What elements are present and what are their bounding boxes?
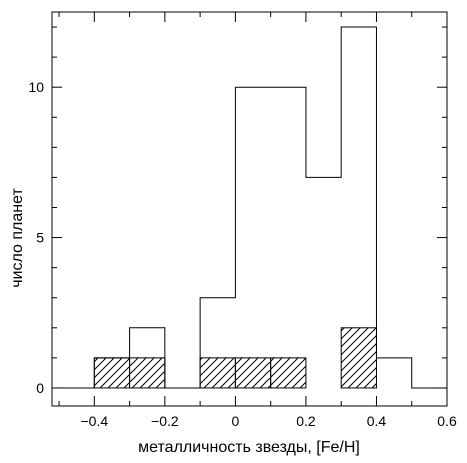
y-tick-label: 5: [36, 230, 44, 246]
x-axis-label: металличность звезды, [Fe/H]: [138, 439, 360, 456]
x-tick-label: 0.2: [296, 413, 316, 429]
x-tick-label: −0.2: [151, 413, 179, 429]
hatched-bar: [340, 327, 377, 389]
axis-ticks: [52, 12, 448, 406]
plot-frame: [51, 11, 448, 407]
outline-series-step-line: [59, 26, 447, 389]
hatched-series: [93, 327, 377, 389]
hatched-bar: [270, 357, 307, 389]
x-tick-label: 0.6: [437, 413, 457, 429]
hatched-bar: [234, 357, 272, 389]
hatched-bar: [199, 357, 236, 389]
x-tick-label: −0.4: [81, 413, 109, 429]
x-tick-labels: −0.4 −0.2 0 0.2 0.4 0.6: [81, 413, 457, 429]
y-axis-label: число планет: [9, 188, 26, 288]
hatched-bar: [129, 357, 166, 389]
hatched-bar: [93, 357, 131, 389]
y-tick-labels: 0 5 10: [28, 79, 44, 396]
y-tick-label: 10: [28, 79, 44, 95]
x-tick-label: 0.4: [367, 413, 387, 429]
y-tick-label: 0: [36, 380, 44, 396]
x-tick-label: 0: [231, 413, 239, 429]
